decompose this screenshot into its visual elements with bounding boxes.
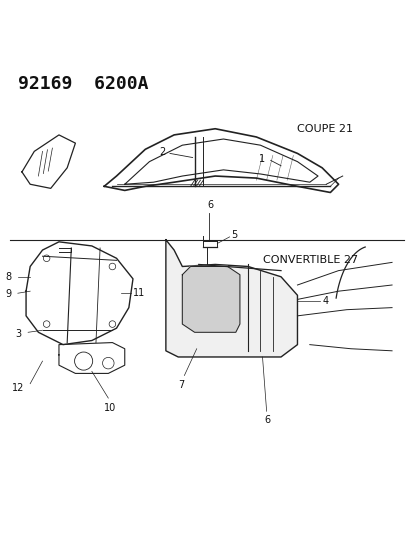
Text: 1: 1	[259, 154, 265, 164]
Text: COUPE 21: COUPE 21	[297, 124, 353, 134]
Text: 6: 6	[207, 200, 213, 210]
Text: 8: 8	[5, 272, 12, 282]
Text: 10: 10	[104, 403, 116, 413]
Text: 9: 9	[5, 289, 12, 299]
Text: 6: 6	[264, 415, 270, 425]
Polygon shape	[182, 266, 239, 332]
Polygon shape	[166, 240, 297, 357]
Text: 12: 12	[12, 383, 24, 393]
Text: 92169  6200A: 92169 6200A	[18, 75, 148, 93]
Text: 4: 4	[322, 296, 328, 306]
Text: 5: 5	[231, 230, 237, 240]
Text: 2: 2	[159, 147, 165, 157]
Text: CONVERTIBLE 27: CONVERTIBLE 27	[262, 255, 357, 265]
Text: 7: 7	[178, 379, 184, 390]
Text: 11: 11	[133, 288, 145, 298]
Text: 3: 3	[15, 328, 21, 338]
